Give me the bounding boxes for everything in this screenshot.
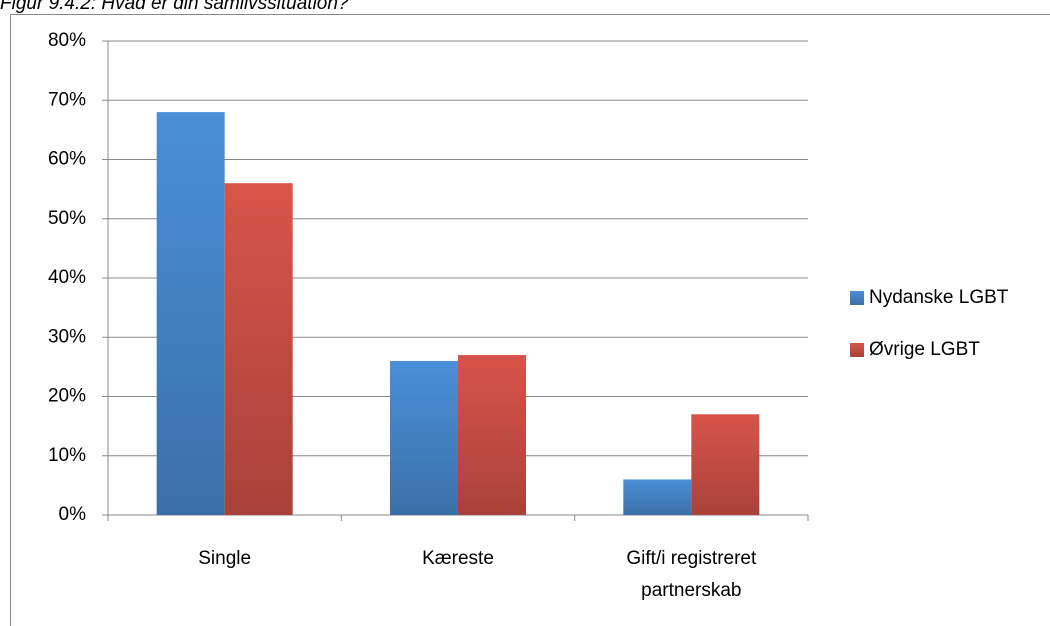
y-tick-label: 10% [48,445,86,466]
bar-shade [224,183,293,515]
y-tick-label: 80% [48,30,86,51]
bar-shade [691,414,760,515]
y-tick-label: 60% [48,149,86,170]
y-tick-label: 50% [48,208,86,229]
legend-swatch-shade [850,343,864,357]
x-tick-label: Kæreste [422,548,494,569]
bar-shade [623,479,692,515]
x-tick-label: Gift/i registreret partnerskab [626,548,757,601]
y-tick-label: 30% [48,326,86,347]
legend-swatch-shade [850,291,864,305]
y-tick-label: 0% [59,504,87,525]
y-tick-label: 40% [48,267,86,288]
x-tick-label-line: Gift/i registreret [626,548,757,569]
x-tick-label: Single [198,548,251,569]
chart-title: Figur 9.4.2: Hvad er din samlivssituatio… [0,0,349,14]
legend-label: Øvrige LGBT [869,339,980,360]
bar-shade [156,112,225,515]
bar-shade [390,360,458,515]
legend-label: Nydanske LGBT [869,287,1009,308]
x-tick-label-line: partnerskab [641,580,741,601]
y-tick-label: 70% [48,89,86,110]
y-tick-label: 20% [48,386,86,407]
bar-shade [458,355,526,515]
